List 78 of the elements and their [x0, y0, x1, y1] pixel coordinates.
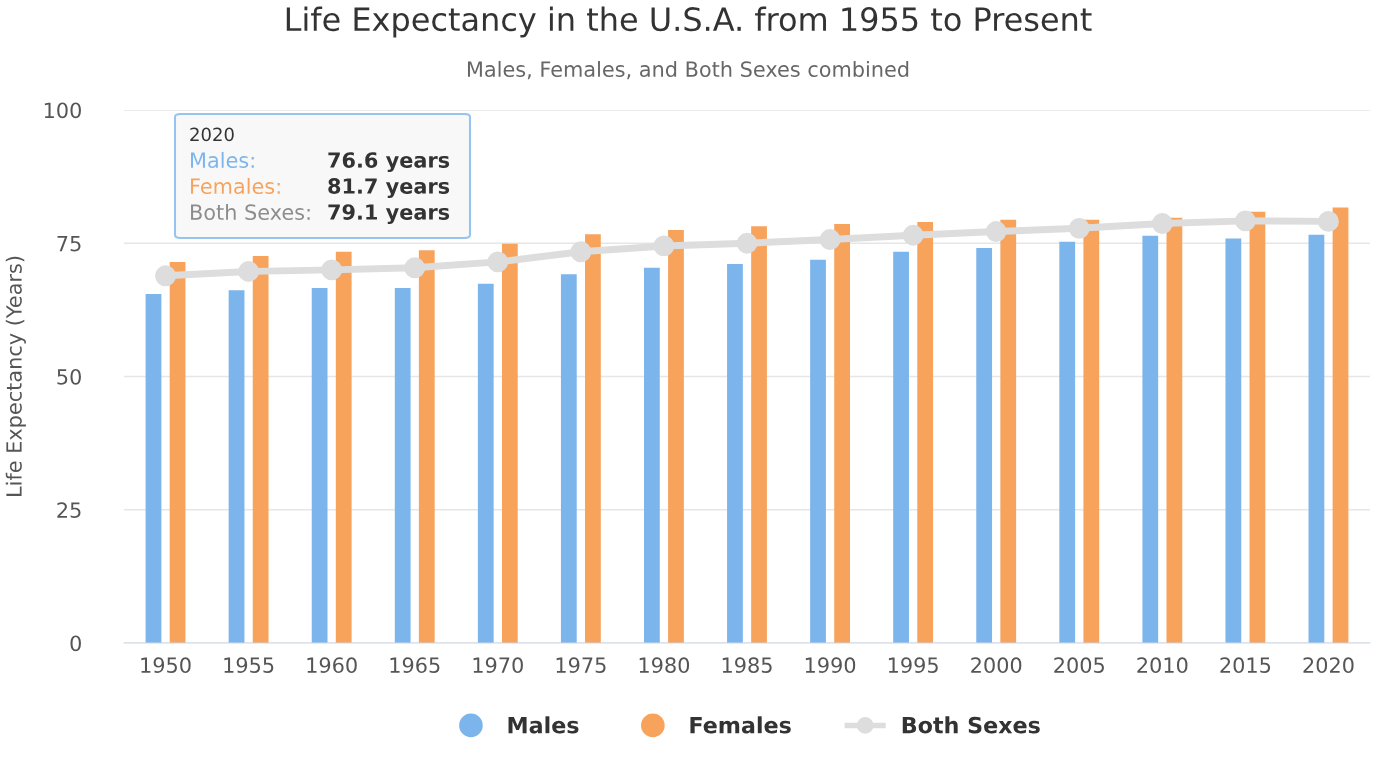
annotation: 76.6 years	[328, 152, 450, 173]
point	[653, 235, 675, 257]
bar	[1225, 238, 1242, 643]
x-tick-label: 1965	[390, 657, 440, 674]
bar	[1142, 235, 1159, 643]
point	[736, 232, 758, 254]
point	[570, 241, 592, 263]
bar	[501, 243, 518, 643]
legend-label: Females	[690, 716, 791, 734]
bar	[893, 251, 909, 643]
x-tick-label: 1970	[473, 657, 523, 674]
point	[1068, 217, 1090, 239]
y-tick-label: 0	[70, 635, 81, 652]
bar	[335, 251, 352, 643]
point	[1234, 210, 1256, 232]
y-tick-label: 25	[57, 502, 81, 518]
bar	[252, 256, 269, 643]
bar	[418, 250, 435, 643]
annotation: Males:	[191, 151, 254, 169]
point	[819, 229, 841, 250]
bar	[668, 229, 684, 643]
bar	[751, 226, 767, 643]
point	[155, 265, 176, 287]
bar	[560, 274, 577, 643]
x-tick-label: 2015	[1220, 657, 1271, 674]
legend-label: Males	[508, 716, 579, 734]
bar	[394, 288, 411, 643]
x-tick-label: 2005	[1054, 657, 1104, 674]
point	[238, 261, 260, 282]
x-tick-label: 2010	[1137, 657, 1188, 674]
legend-label: Both Sexes	[902, 716, 1040, 734]
bar	[1249, 211, 1266, 643]
x-tick-label: 2000	[971, 657, 1022, 674]
bar	[1166, 217, 1183, 643]
bar	[727, 264, 743, 643]
y-tick-label: 100	[44, 102, 81, 119]
chart-subtitle: Males, Females, and Both Sexes combined	[467, 60, 909, 80]
annotation: Females:	[191, 177, 280, 195]
bar	[834, 224, 850, 643]
bar	[917, 221, 934, 643]
bar	[477, 283, 494, 643]
y-tick-label: 50	[57, 368, 81, 385]
annotation: Both Sexes:	[191, 203, 310, 221]
bar	[1308, 234, 1325, 643]
bar	[585, 234, 601, 643]
point	[1318, 210, 1339, 232]
bar	[644, 267, 660, 643]
y-tick-label: 75	[57, 235, 81, 252]
bar	[1000, 219, 1017, 643]
bar	[1083, 219, 1100, 643]
bar	[228, 290, 245, 643]
x-tick-label: 1995	[888, 657, 938, 674]
x-tick-label: 2020	[1303, 657, 1354, 674]
y-axis-title: Life Expectancy (Years)	[5, 256, 26, 496]
bar	[976, 248, 993, 643]
point	[1151, 213, 1173, 234]
bar	[1059, 241, 1076, 643]
point	[902, 224, 924, 246]
bar	[311, 288, 328, 643]
annotation: 2020	[190, 127, 234, 142]
annotation: 81.7 years	[328, 178, 450, 199]
point	[321, 259, 343, 281]
point	[487, 251, 509, 273]
x-tick-label: 1955	[224, 657, 274, 674]
x-tick-label: 1975	[556, 657, 606, 674]
point	[985, 221, 1007, 242]
bar	[1332, 207, 1349, 643]
x-tick-label: 1950	[141, 657, 191, 674]
x-tick-label: 1985	[722, 657, 772, 674]
bar	[169, 261, 186, 643]
x-tick-label: 1960	[307, 657, 357, 674]
x-tick-label: 1990	[805, 657, 856, 674]
point	[404, 257, 426, 279]
bar	[145, 293, 162, 643]
bar	[810, 259, 826, 643]
annotation: 79.1 years	[328, 204, 450, 225]
x-tick-label: 1980	[639, 657, 690, 674]
chart-title: Life Expectancy in the U.S.A. from 1955 to Present	[286, 6, 1092, 38]
